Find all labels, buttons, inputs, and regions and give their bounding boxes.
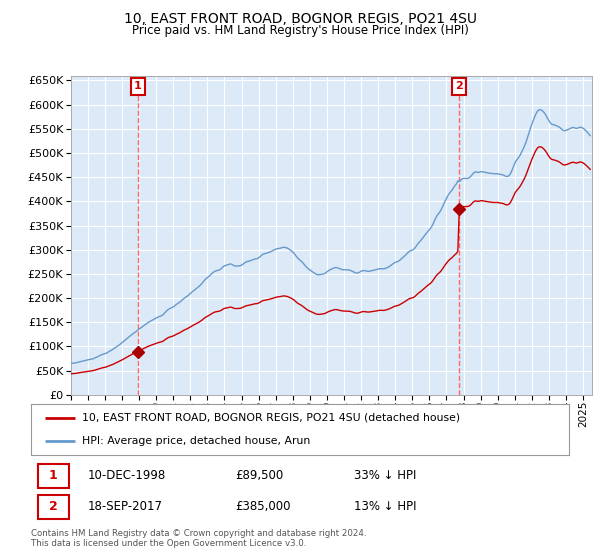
Text: 10, EAST FRONT ROAD, BOGNOR REGIS, PO21 4SU: 10, EAST FRONT ROAD, BOGNOR REGIS, PO21 … <box>124 12 476 26</box>
Text: 18-SEP-2017: 18-SEP-2017 <box>88 500 163 514</box>
Text: Contains HM Land Registry data © Crown copyright and database right 2024.: Contains HM Land Registry data © Crown c… <box>31 529 367 538</box>
Text: This data is licensed under the Open Government Licence v3.0.: This data is licensed under the Open Gov… <box>31 539 307 548</box>
FancyBboxPatch shape <box>38 464 69 488</box>
Text: £89,500: £89,500 <box>235 469 284 482</box>
FancyBboxPatch shape <box>38 495 69 519</box>
Text: HPI: Average price, detached house, Arun: HPI: Average price, detached house, Arun <box>82 436 311 446</box>
Text: 2: 2 <box>49 500 58 514</box>
Text: 10, EAST FRONT ROAD, BOGNOR REGIS, PO21 4SU (detached house): 10, EAST FRONT ROAD, BOGNOR REGIS, PO21 … <box>82 413 460 423</box>
Text: 1: 1 <box>49 469 58 482</box>
Text: 2: 2 <box>455 81 463 91</box>
Text: 13% ↓ HPI: 13% ↓ HPI <box>354 500 416 514</box>
Text: £385,000: £385,000 <box>235 500 291 514</box>
Text: 10-DEC-1998: 10-DEC-1998 <box>88 469 166 482</box>
Text: 33% ↓ HPI: 33% ↓ HPI <box>354 469 416 482</box>
Text: Price paid vs. HM Land Registry's House Price Index (HPI): Price paid vs. HM Land Registry's House … <box>131 24 469 37</box>
Text: 1: 1 <box>134 81 142 91</box>
